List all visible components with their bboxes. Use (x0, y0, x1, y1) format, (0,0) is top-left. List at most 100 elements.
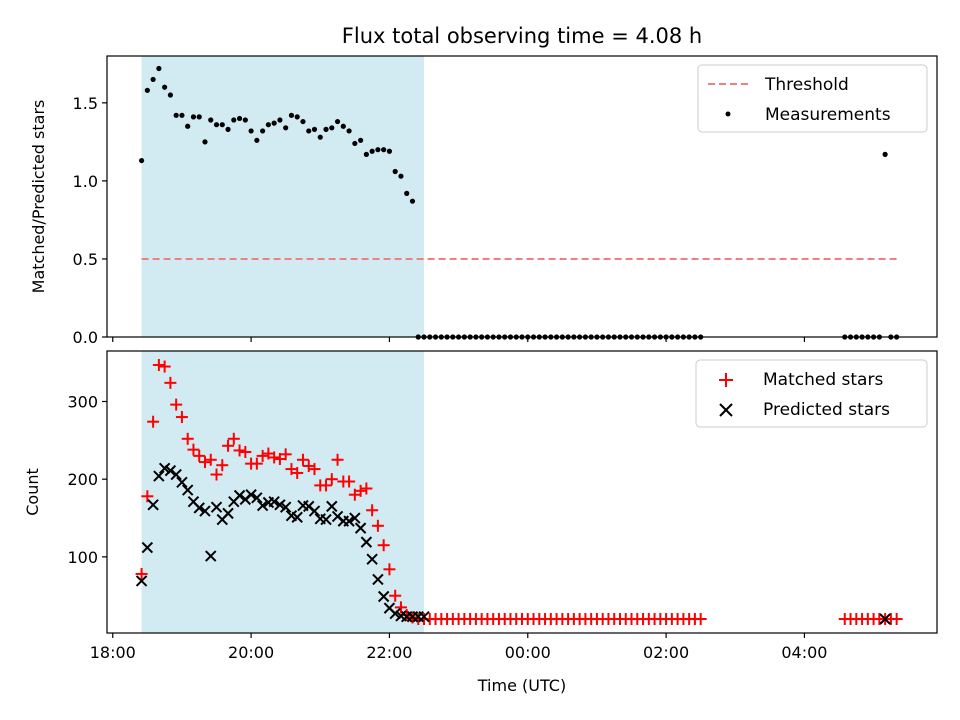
measurement-point (179, 112, 185, 118)
measurements-legend-swatch (725, 111, 731, 117)
predicted-point (320, 513, 332, 526)
matched-point (170, 398, 183, 411)
y-tick-label: 1.0 (73, 172, 98, 191)
measurement-point (213, 122, 220, 128)
predicted-point (222, 507, 234, 520)
measurement-point (219, 122, 225, 128)
measurement-point (150, 76, 156, 83)
measurement-point (288, 112, 295, 118)
matched-point (193, 449, 206, 462)
measurement-point (208, 117, 214, 123)
bottom-y-axis-label: Count (23, 468, 42, 516)
predicted-point (372, 573, 384, 586)
predicted-point (147, 499, 159, 511)
predicted-stars-series (135, 462, 891, 625)
measurement-point (248, 128, 254, 134)
measurement-point (409, 198, 416, 204)
predicted-point (360, 536, 373, 548)
x-tick-label: 22:00 (366, 643, 412, 662)
matched-point (291, 466, 304, 479)
measurement-point (352, 140, 358, 147)
matched-point (308, 463, 321, 476)
measurement-point (346, 128, 352, 134)
predicted-point (205, 550, 217, 562)
matched-point (377, 539, 390, 552)
predicted-point (170, 468, 182, 481)
measurement-point (225, 126, 231, 132)
x-tick-label: 18:00 (90, 643, 136, 662)
measurement-point (138, 157, 145, 164)
matched-point (158, 360, 171, 373)
matched-point (354, 484, 367, 497)
measurement-point (190, 114, 197, 120)
predicted-point (354, 522, 367, 534)
bottom-panel: 100 200 300 18:00 20:00 22:00 00:00 02:00 04:00… (23, 350, 938, 695)
y-tick-label: 100 (67, 548, 98, 567)
matched-point (141, 490, 154, 503)
matched-point (256, 449, 269, 462)
matched-point (383, 563, 396, 576)
predicted-legend-swatch (719, 403, 733, 417)
measurement-point (358, 137, 364, 143)
y-tick-label: 200 (67, 470, 98, 489)
matched-point (394, 601, 407, 614)
measurements-legend-label: Measurements (765, 105, 891, 125)
measurement-point (265, 122, 271, 128)
measurement-point (185, 123, 191, 129)
measurement-point (196, 114, 202, 120)
predicted-point (291, 511, 303, 523)
y-tick-label: 0.0 (73, 328, 98, 347)
matched-point (371, 519, 384, 532)
bottom-legend: Matched stars Predicted stars (695, 359, 928, 428)
measurement-point (369, 148, 375, 154)
x-tick-label: 02:00 (643, 643, 689, 662)
predicted-point (164, 464, 177, 477)
predicted-point (389, 607, 401, 620)
x-tick-label: 20:00 (228, 643, 274, 662)
predicted-point (279, 501, 292, 513)
matched-point (250, 457, 263, 470)
matched-point (325, 473, 338, 486)
top-legend-box (697, 64, 928, 133)
bottom-legend-box (695, 359, 928, 428)
matched-point (279, 448, 292, 461)
predicted-point (366, 553, 378, 565)
top-x-axis (112, 337, 806, 342)
measurement-point (254, 137, 260, 143)
matched-point (343, 475, 356, 488)
matched-point (135, 567, 148, 580)
matched-point (147, 415, 160, 428)
measurement-point (381, 147, 387, 153)
matched-point (222, 439, 235, 452)
observing-window-shade-bottom (141, 351, 425, 633)
measurement-point (173, 112, 179, 118)
y-tick-label: 300 (67, 392, 98, 411)
predicted-point (135, 575, 148, 587)
predicted-point (176, 476, 188, 488)
matched-point (210, 468, 223, 481)
predicted-point (210, 501, 223, 513)
top-panel: 0.0 0.5 1.0 1.5 Matched/Predicted stars Thr… (29, 55, 938, 347)
measurement-point (329, 125, 335, 131)
measurement-point (386, 148, 393, 154)
matched-point (360, 482, 373, 495)
predicted-point (245, 489, 257, 501)
predicted-point (343, 515, 355, 527)
measurement-point (363, 151, 369, 157)
measurement-point (294, 114, 300, 120)
measurement-point (375, 147, 381, 153)
matched-point (181, 432, 194, 445)
matched-point (890, 613, 903, 626)
measurement-point (277, 117, 283, 123)
observing-window-shade-top (141, 56, 425, 337)
bottom-x-axis: 18:00 20:00 22:00 00:00 02:00 04:00 (90, 633, 827, 662)
matched-point (320, 479, 333, 492)
matched-point (694, 613, 707, 626)
matched-point (227, 432, 240, 445)
measurement-point (271, 120, 277, 126)
predicted-point (199, 505, 211, 517)
predicted-point (418, 610, 430, 623)
threshold-legend-label: Threshold (764, 75, 849, 95)
measurement-point (167, 92, 174, 98)
